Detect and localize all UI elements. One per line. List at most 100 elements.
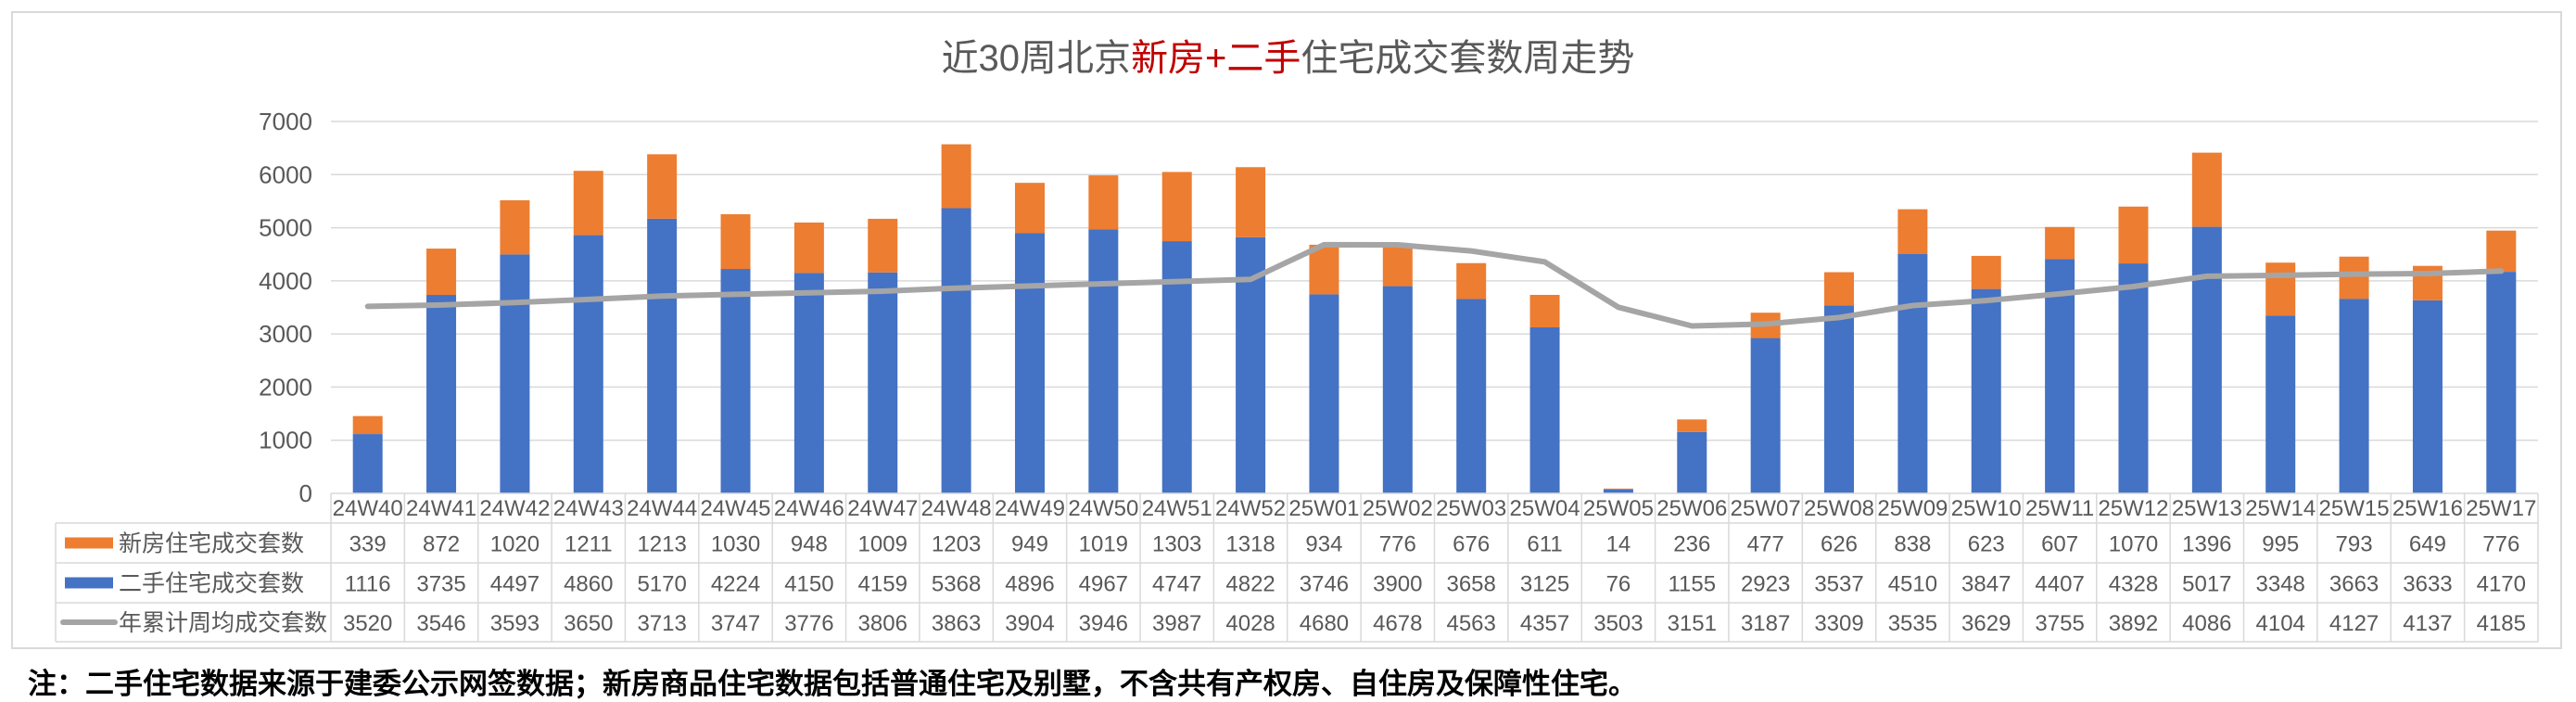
category-label: 24W51 [1142, 496, 1212, 521]
data-value: 838 [1894, 532, 1931, 557]
y-tick-label: 1000 [259, 427, 312, 454]
category-label: 25W12 [2098, 496, 2168, 521]
bar-second-hand [1971, 288, 2001, 493]
bar-new-house [793, 222, 824, 274]
category-label: 25W08 [1804, 496, 1874, 521]
y-tick-label: 5000 [259, 214, 312, 242]
bar-new-house [1309, 244, 1339, 295]
data-value: 3125 [1520, 572, 1569, 597]
category-label: 24W48 [921, 496, 992, 521]
bar-second-hand [2265, 315, 2296, 493]
avg-line-layer [364, 241, 2505, 329]
data-value: 4170 [2477, 572, 2526, 597]
data-value: 4407 [2035, 572, 2084, 597]
data-value: 4680 [1300, 611, 1349, 636]
category-label: 24W41 [406, 496, 476, 521]
category-label: 25W04 [1510, 496, 1580, 521]
data-value: 3650 [564, 611, 613, 636]
chart-title: 近30周北京新房+二手住宅成交套数周走势 [0, 28, 2576, 82]
data-value: 3863 [932, 611, 981, 636]
data-value: 4497 [490, 572, 539, 597]
data-value: 1030 [711, 532, 760, 557]
data-value: 3713 [637, 611, 686, 636]
data-value: 3663 [2329, 572, 2379, 597]
data-value: 3520 [343, 611, 392, 636]
data-value: 607 [2041, 532, 2078, 557]
data-value: 5017 [2182, 572, 2231, 597]
category-label: 25W06 [1656, 496, 1727, 521]
data-value: 4150 [784, 572, 833, 597]
category-label: 24W49 [995, 496, 1065, 521]
bar-second-hand [941, 208, 971, 493]
bar-new-house [1382, 245, 1413, 287]
avg-line [364, 241, 2505, 329]
data-value: 3535 [1888, 611, 1937, 636]
data-value: 339 [349, 532, 387, 557]
data-value: 1396 [2182, 532, 2231, 557]
data-value: 4028 [1225, 611, 1275, 636]
bar-new-house [2118, 206, 2149, 264]
data-value: 1318 [1225, 532, 1275, 557]
category-label: 25W01 [1288, 496, 1359, 521]
bar-new-house [1824, 272, 1855, 306]
bar-second-hand [1750, 338, 1781, 493]
data-value: 776 [2482, 532, 2519, 557]
data-value: 4822 [1225, 572, 1275, 597]
gridlines [331, 121, 2538, 441]
data-value: 776 [1379, 532, 1416, 557]
category-label: 25W16 [2392, 496, 2463, 521]
data-value: 1009 [858, 532, 907, 557]
y-tick-label: 4000 [259, 267, 312, 295]
data-value: 4563 [1446, 611, 1495, 636]
category-label: 25W09 [1877, 496, 1948, 521]
bar-second-hand [1603, 489, 1633, 493]
chart-frame [11, 11, 2562, 649]
data-value: 995 [2262, 532, 2299, 557]
bar-second-hand [2045, 259, 2075, 493]
data-value: 3658 [1446, 572, 1495, 597]
bar-second-hand [793, 273, 824, 493]
data-value: 4104 [2256, 611, 2305, 636]
data-value: 4127 [2329, 611, 2379, 636]
bar-new-house [500, 199, 530, 255]
category-label: 24W50 [1068, 496, 1138, 521]
bar-second-hand [868, 272, 898, 493]
bar-second-hand [1529, 326, 1560, 493]
bar-new-house [1603, 488, 1633, 490]
data-value: 3348 [2256, 572, 2305, 597]
category-label: 25W11 [2025, 496, 2094, 521]
category-label: 24W42 [479, 496, 550, 521]
data-value: 4967 [1079, 572, 1128, 597]
legend-second-hand-label: 二手住宅成交套数 [119, 571, 304, 597]
data-value: 611 [1527, 532, 1562, 557]
data-value: 3309 [1814, 611, 1863, 636]
data-value: 3776 [784, 611, 833, 636]
bar-second-hand [1456, 299, 1487, 493]
bar-new-house [1236, 167, 1266, 237]
data-value: 626 [1821, 532, 1858, 557]
bar-new-house [573, 171, 603, 236]
data-value: 3546 [416, 611, 465, 636]
title-part-1: 近30周北京 [941, 38, 1132, 79]
data-value: 1116 [345, 572, 391, 597]
footnote: 注：二手住宅数据来源于建委公示网签数据；新房商品住宅数据包括普通住宅及别墅，不含… [28, 668, 1637, 700]
data-value: 3987 [1152, 611, 1201, 636]
data-value: 4224 [711, 572, 760, 597]
data-value: 477 [1747, 532, 1784, 557]
bar-second-hand [426, 295, 457, 493]
data-value: 3746 [1300, 572, 1349, 597]
data-value: 3747 [711, 611, 760, 636]
y-axis-ticks: 0 1000 2000 3000 4000 5000 6000 7000 [259, 108, 312, 507]
bar-new-house [1971, 255, 2001, 289]
bars [352, 144, 2517, 493]
bar-new-house [941, 144, 971, 209]
category-label: 25W13 [2172, 496, 2242, 521]
data-value: 1019 [1079, 532, 1128, 557]
data-value: 3503 [1593, 611, 1643, 636]
data-value: 4328 [2109, 572, 2158, 597]
category-label: 24W52 [1215, 496, 1286, 521]
data-value: 3946 [1079, 611, 1128, 636]
bar-second-hand [500, 254, 530, 493]
data-value: 4357 [1520, 611, 1569, 636]
category-label: 25W17 [2466, 496, 2536, 521]
